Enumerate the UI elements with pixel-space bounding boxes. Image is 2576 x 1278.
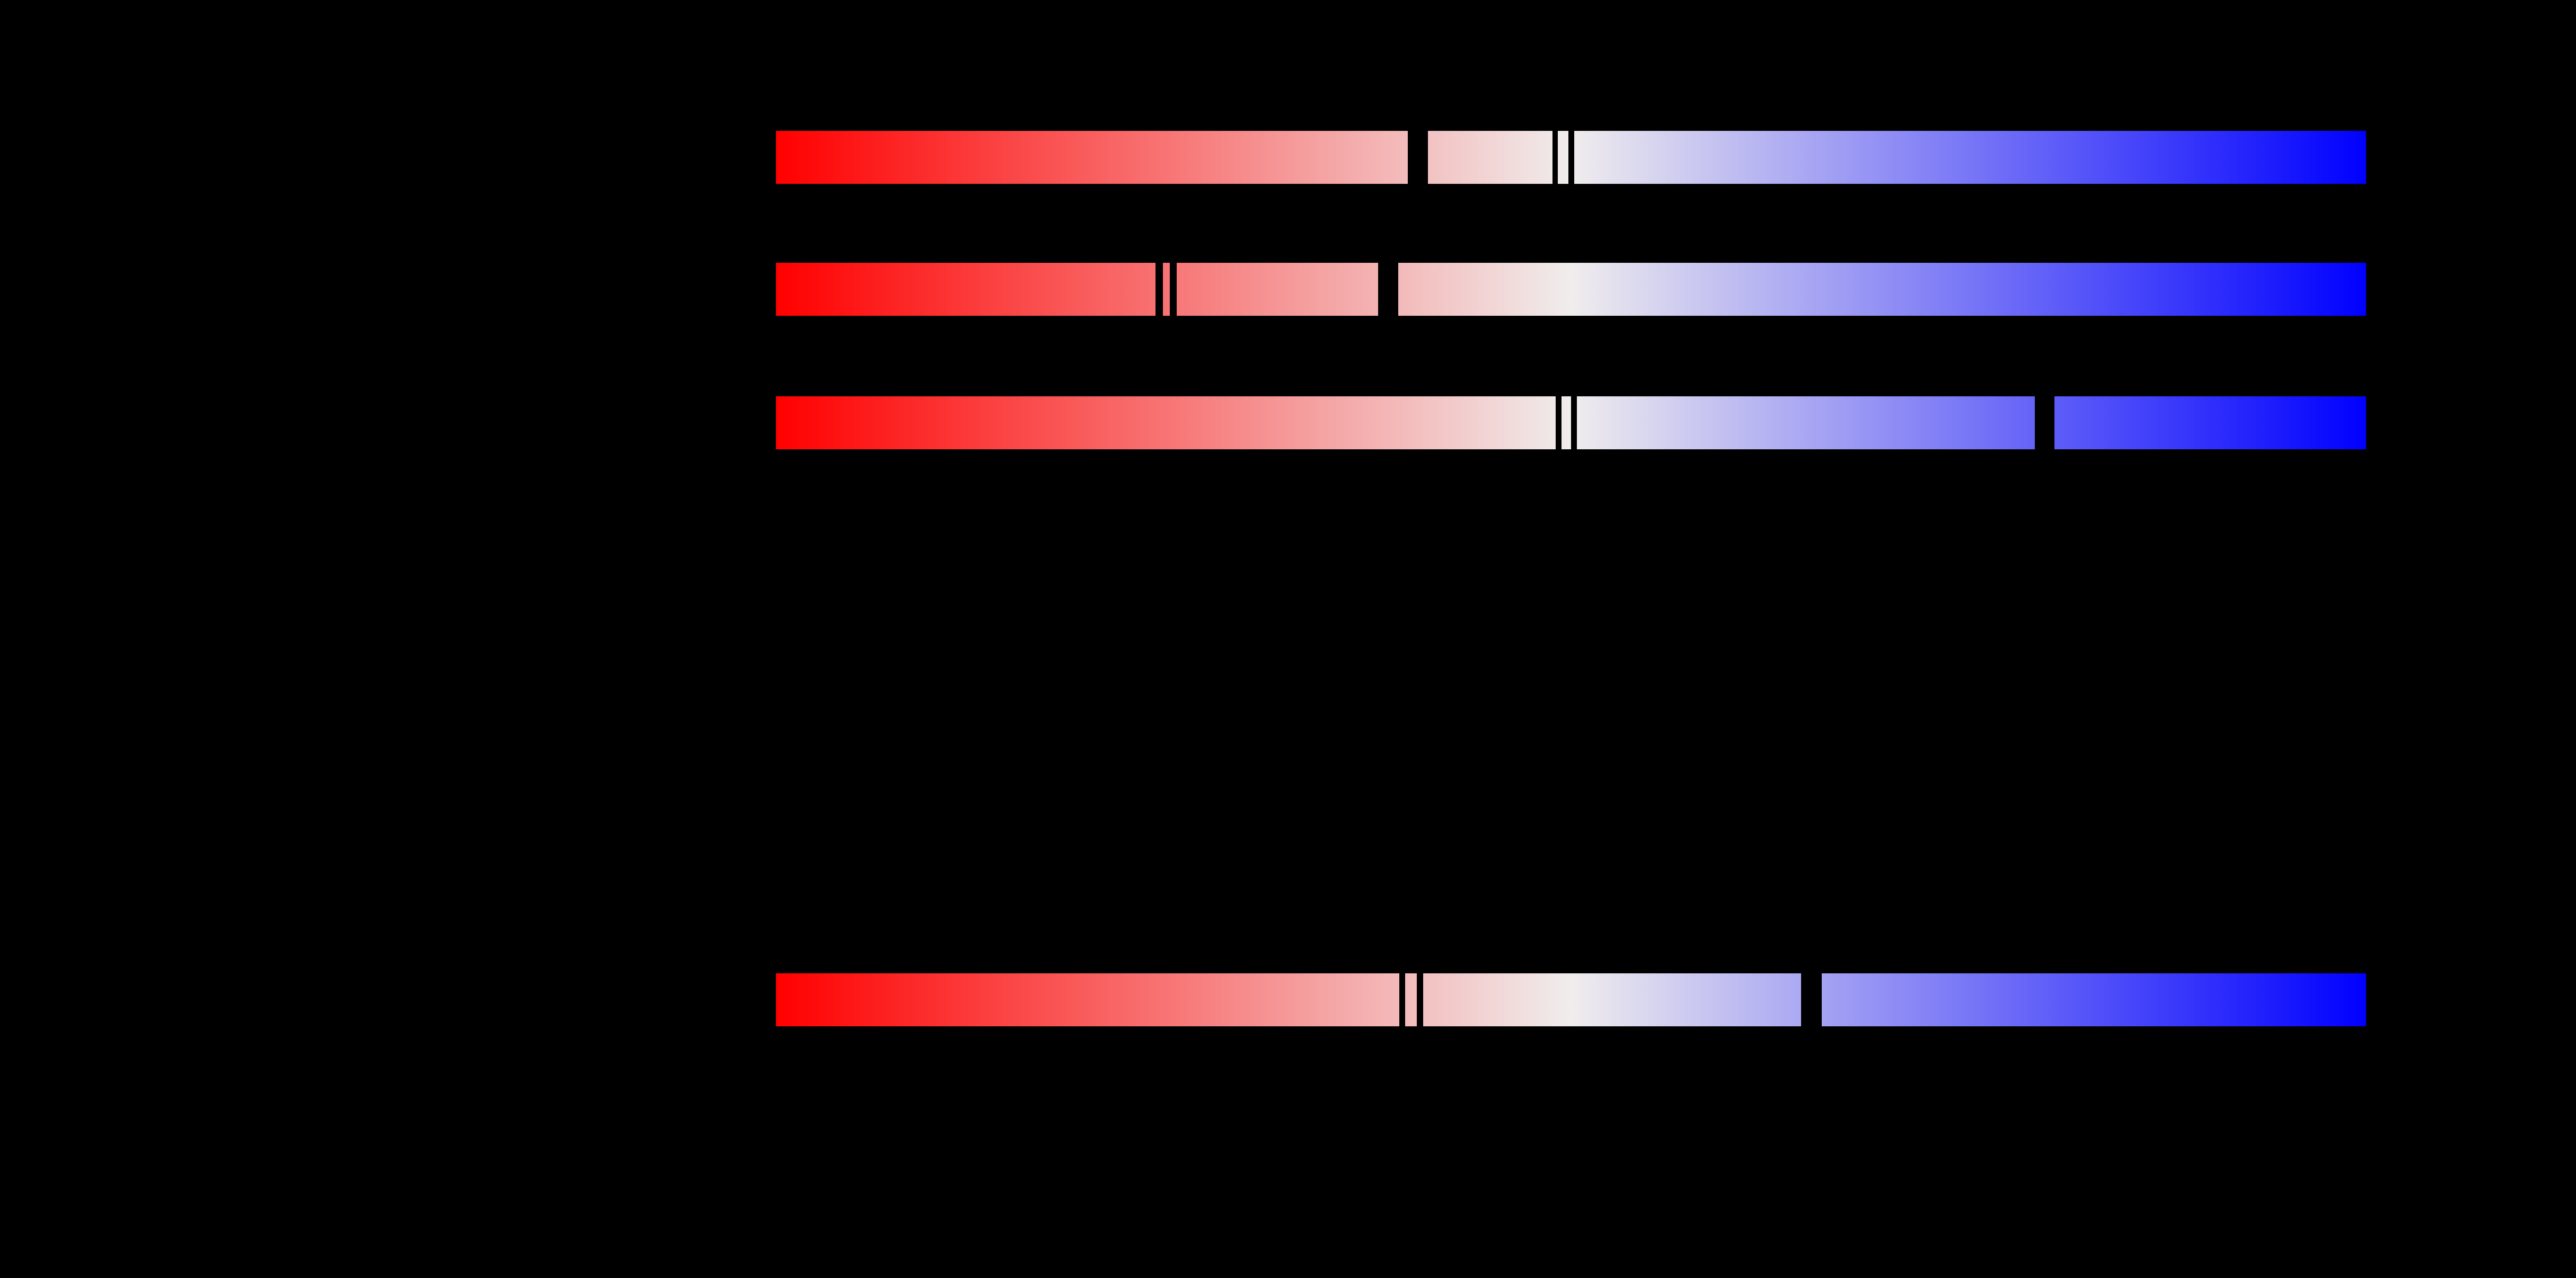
- gradient-bar-segment: [1822, 973, 2366, 1026]
- gradient-bar-1: [776, 131, 2366, 184]
- gradient-bar-segment: [1163, 263, 1170, 316]
- gradient-bar-segment: [1398, 263, 2366, 316]
- gradient-bar-segment: [2054, 396, 2366, 449]
- gradient-bar-2: [776, 263, 2366, 316]
- gradient-bar-segment: [1405, 973, 1417, 1026]
- gradient-bar-segment: [1562, 396, 1571, 449]
- gradient-bar-segment: [1558, 131, 1568, 184]
- gradient-bar-segment: [1177, 263, 1378, 316]
- gradient-bar-segment: [1574, 131, 2366, 184]
- gradient-bar-segment: [776, 396, 1556, 449]
- gradient-bar-segment: [776, 131, 1408, 184]
- gradient-bar-segment: [1577, 396, 2035, 449]
- gradient-bar-segment: [1423, 973, 1801, 1026]
- gradient-bar-segment: [1428, 131, 1552, 184]
- gradient-bar-4: [776, 973, 2366, 1026]
- gradient-bar-segment: [776, 973, 1399, 1026]
- gradient-bar-3: [776, 396, 2366, 449]
- gradient-bar-segment: [776, 263, 1155, 316]
